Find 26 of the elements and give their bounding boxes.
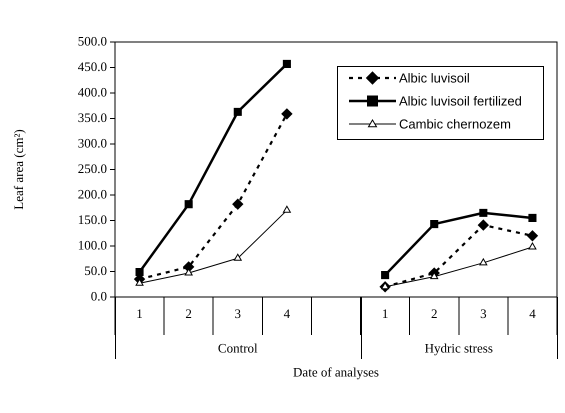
- x-tick-label: 3: [480, 306, 487, 322]
- x-tick-label: 1: [136, 306, 143, 322]
- y-tick-label: 500.0: [78, 33, 107, 48]
- text: Hydric stress: [424, 340, 493, 356]
- x-tick-label: 2: [185, 306, 192, 322]
- y-tick-label: 150.0: [78, 212, 107, 227]
- x-tick-label: 3: [234, 306, 242, 322]
- y-tick-label: 350.0: [78, 110, 107, 125]
- legend-label: Cambic chernozem: [399, 116, 511, 132]
- x-tick-label: 4: [529, 306, 536, 322]
- legend-label: Albic luvisoil: [399, 70, 470, 86]
- y-tick-label: 0.0: [90, 288, 107, 304]
- y-axis-title: Leaf area (cm²): [11, 129, 26, 210]
- x-tick-label: 4: [284, 306, 291, 322]
- legend-label: Albic luvisoil fertilized: [399, 94, 522, 109]
- x-tick-label: 1: [382, 306, 388, 322]
- y-tick-label: 250.0: [78, 160, 107, 176]
- x-axis-title: Date of analyses: [293, 364, 379, 380]
- y-tick-label: 200.0: [78, 186, 107, 202]
- y-tick-label: 50.0: [84, 262, 107, 278]
- x-tick-label: 2: [430, 306, 438, 322]
- y-tick-label: 100.0: [78, 237, 107, 252]
- y-tick-label: 300.0: [78, 135, 107, 150]
- y-tick-label: 400.0: [78, 84, 107, 100]
- text: Control: [218, 340, 258, 356]
- y-tick-label: 450.0: [78, 58, 107, 74]
